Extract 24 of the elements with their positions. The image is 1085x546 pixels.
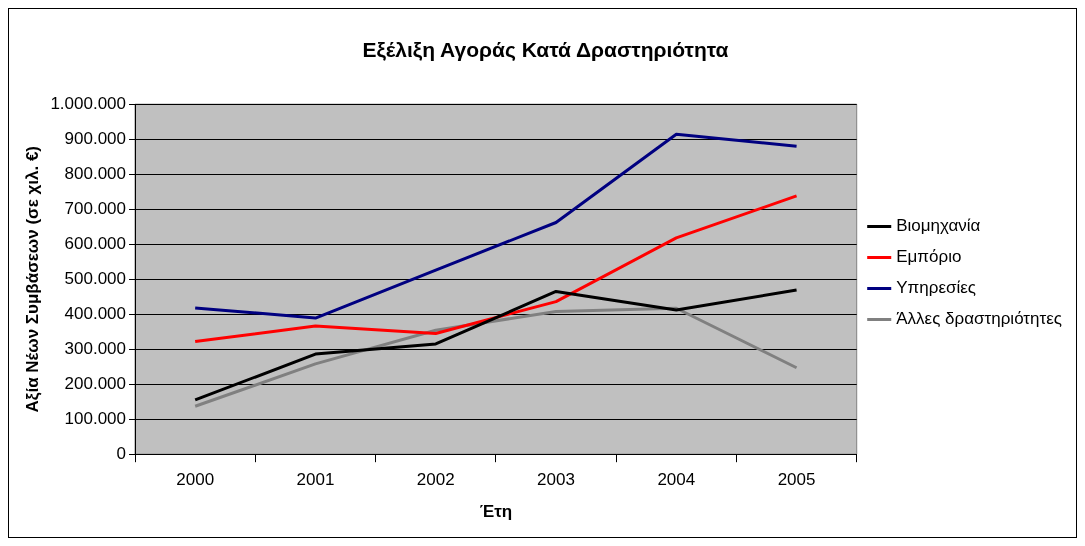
y-tick-label: 800.000 bbox=[64, 163, 127, 183]
y-tick-label: 600.000 bbox=[64, 233, 127, 253]
y-tick-label: 1.000.000 bbox=[50, 93, 127, 113]
x-tick-label: 2003 bbox=[537, 470, 575, 490]
y-tick-label: 300.000 bbox=[64, 338, 127, 358]
y-tick-label: 100.000 bbox=[64, 408, 127, 428]
x-axis-title: Έτη bbox=[479, 502, 513, 522]
legend-label: Άλλες δραστηριότητες bbox=[896, 309, 1063, 329]
y-axis-title: Αξία Νέων Συμβάσεων (σε χιλ. €) bbox=[22, 146, 42, 413]
x-tick-label: 2004 bbox=[657, 470, 696, 490]
y-tick-label: 400.000 bbox=[64, 303, 127, 323]
legend-label: Εμπόριο bbox=[896, 247, 962, 267]
legend-label: Βιομηχανία bbox=[896, 216, 981, 236]
y-tick-label: 700.000 bbox=[64, 198, 127, 218]
x-tick-label: 2002 bbox=[416, 470, 455, 490]
chart-title: Εξέλιξη Αγοράς Κατά Δραστηριότητα bbox=[362, 38, 729, 63]
y-tick-label: 200.000 bbox=[64, 373, 127, 393]
y-tick-label: 0 bbox=[116, 443, 127, 463]
y-tick-label: 500.000 bbox=[64, 268, 127, 288]
x-tick-label: 2005 bbox=[777, 470, 816, 490]
legend-label: Υπηρεσίες bbox=[896, 278, 977, 298]
x-tick-label: 2000 bbox=[176, 470, 215, 490]
x-tick-label: 2001 bbox=[296, 470, 335, 490]
y-tick-label: 900.000 bbox=[64, 128, 127, 148]
